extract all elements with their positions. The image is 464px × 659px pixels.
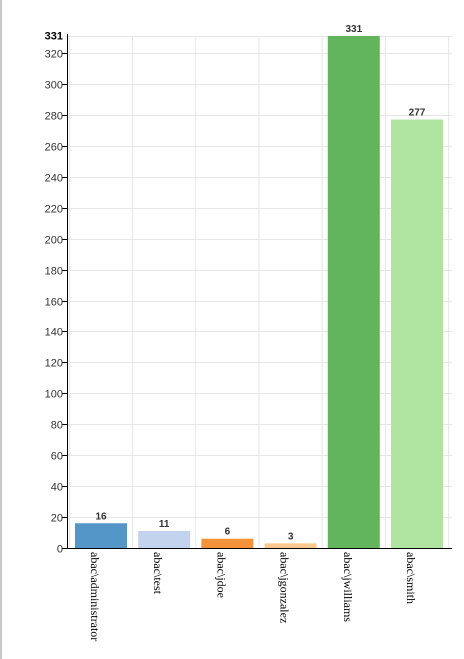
category-label: abac\jgonzalez	[278, 552, 292, 623]
category-label: abac\smith	[404, 552, 418, 604]
bar-value-label: 3	[288, 531, 294, 542]
y-tick-label: 260	[45, 142, 63, 154]
y-tick-label: 220	[45, 204, 63, 216]
bar-value-label: 11	[159, 519, 170, 530]
y-tick-label: 0	[57, 544, 63, 556]
y-tick-label: 160	[45, 297, 63, 309]
bar	[75, 523, 127, 548]
bar-value-label: 331	[345, 24, 362, 35]
y-tick-label: 180	[45, 266, 63, 278]
y-tick-label: 100	[45, 389, 63, 401]
bar-value-label: 277	[409, 108, 426, 119]
y-max-label: 331	[45, 31, 63, 43]
y-tick-label: 320	[45, 49, 63, 61]
bar-value-label: 16	[95, 511, 107, 522]
y-tick-label: 140	[45, 327, 63, 339]
labels: 16 abac\administrator 11 abac\test 6 abac\jdo…	[88, 24, 426, 641]
y-tick-label: 240	[45, 173, 63, 185]
y-tick-label: 60	[51, 451, 63, 463]
y-tick-label: 120	[45, 358, 63, 370]
y-tick-label: 200	[45, 235, 63, 247]
y-tick-label: 20	[51, 513, 63, 525]
bars	[75, 36, 443, 549]
y-axis: 0 20 40 60 80 100 120 140 160 180 200 220 240 260 280 3…	[45, 31, 452, 556]
bar	[201, 538, 254, 548]
category-label: abac\administrator	[88, 552, 102, 641]
grid-lines	[67, 36, 452, 549]
category-label: abac\test	[151, 552, 165, 595]
bar	[264, 543, 317, 548]
y-tick-label: 280	[45, 111, 63, 123]
bar-value-label: 6	[225, 527, 231, 538]
y-tick-label: 300	[45, 80, 63, 92]
category-label: abac\jwilliams	[341, 552, 355, 622]
category-label: abac\jdoe	[214, 552, 228, 598]
bar	[327, 36, 380, 548]
bar	[138, 530, 191, 548]
y-tick-label: 80	[51, 420, 63, 432]
bar	[391, 119, 443, 549]
y-tick-label: 40	[51, 482, 63, 494]
left-border	[0, 0, 2, 659]
